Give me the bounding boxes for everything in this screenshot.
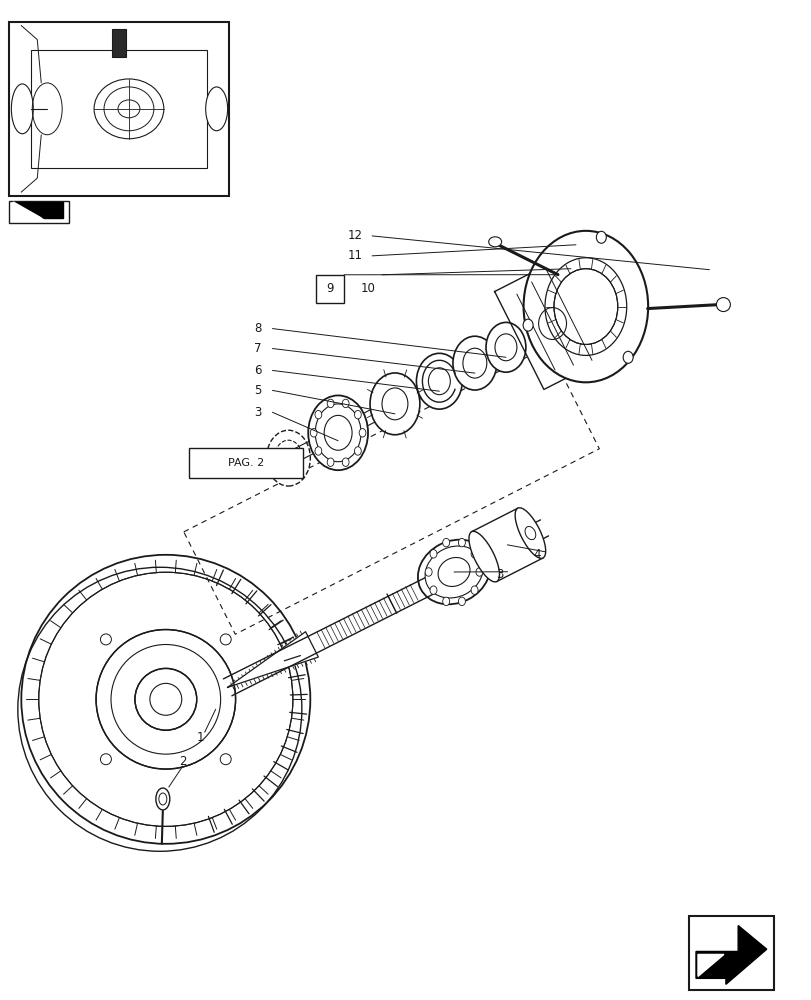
Ellipse shape [486,322,526,372]
Text: 4: 4 [533,548,541,561]
Ellipse shape [342,399,349,408]
Ellipse shape [308,395,367,470]
Polygon shape [697,954,723,976]
Text: PAG. 2: PAG. 2 [228,458,264,468]
Text: 6: 6 [254,364,261,377]
Polygon shape [695,926,766,984]
Text: 8: 8 [254,322,261,335]
Ellipse shape [416,353,461,409]
Ellipse shape [453,336,496,390]
Ellipse shape [370,373,419,435]
Ellipse shape [96,630,235,769]
Bar [689,916,773,990]
Text: 12: 12 [347,229,363,242]
Text: 1: 1 [197,731,204,744]
Ellipse shape [315,404,361,462]
Ellipse shape [39,572,293,826]
Ellipse shape [425,568,431,576]
Ellipse shape [514,508,545,558]
Ellipse shape [266,430,310,486]
Text: 7: 7 [254,342,261,355]
Bar [112,29,126,57]
Bar [10,201,69,223]
Polygon shape [13,202,63,218]
Bar [32,50,207,168]
Text: 11: 11 [347,249,363,262]
Ellipse shape [458,597,465,606]
Ellipse shape [18,567,302,851]
Text: 9: 9 [326,282,333,295]
Ellipse shape [94,79,164,139]
Ellipse shape [470,586,478,594]
Ellipse shape [437,557,470,586]
Ellipse shape [354,410,361,419]
Polygon shape [227,632,318,687]
Ellipse shape [315,447,321,455]
Polygon shape [305,580,427,657]
Text: 3: 3 [254,406,261,419]
Ellipse shape [553,269,617,344]
Text: 3: 3 [496,568,503,581]
Ellipse shape [442,597,449,606]
Ellipse shape [342,458,349,466]
Ellipse shape [324,415,352,450]
Text: 2: 2 [178,755,187,768]
Text: 10: 10 [360,282,375,295]
Ellipse shape [315,410,321,419]
Ellipse shape [622,351,633,363]
Ellipse shape [470,550,478,558]
Ellipse shape [327,458,333,466]
Ellipse shape [358,429,366,437]
Ellipse shape [458,538,465,547]
Ellipse shape [11,84,33,134]
Polygon shape [223,519,548,696]
Ellipse shape [205,87,227,131]
Ellipse shape [430,550,436,558]
Ellipse shape [475,568,483,576]
Ellipse shape [595,231,606,243]
Ellipse shape [418,540,490,604]
Ellipse shape [488,237,501,247]
Ellipse shape [469,531,499,582]
Ellipse shape [424,546,483,598]
Text: 5: 5 [254,384,261,397]
Polygon shape [494,258,610,389]
Ellipse shape [310,429,317,437]
Bar [316,275,344,303]
Ellipse shape [430,586,436,594]
Ellipse shape [523,231,647,382]
Ellipse shape [522,319,533,331]
Bar [188,448,303,478]
Ellipse shape [354,447,361,455]
Ellipse shape [327,399,333,408]
Ellipse shape [135,668,196,730]
Polygon shape [471,508,543,582]
Ellipse shape [715,298,729,312]
Polygon shape [13,202,41,218]
Bar [10,22,229,196]
Ellipse shape [156,788,169,810]
Ellipse shape [442,538,449,547]
